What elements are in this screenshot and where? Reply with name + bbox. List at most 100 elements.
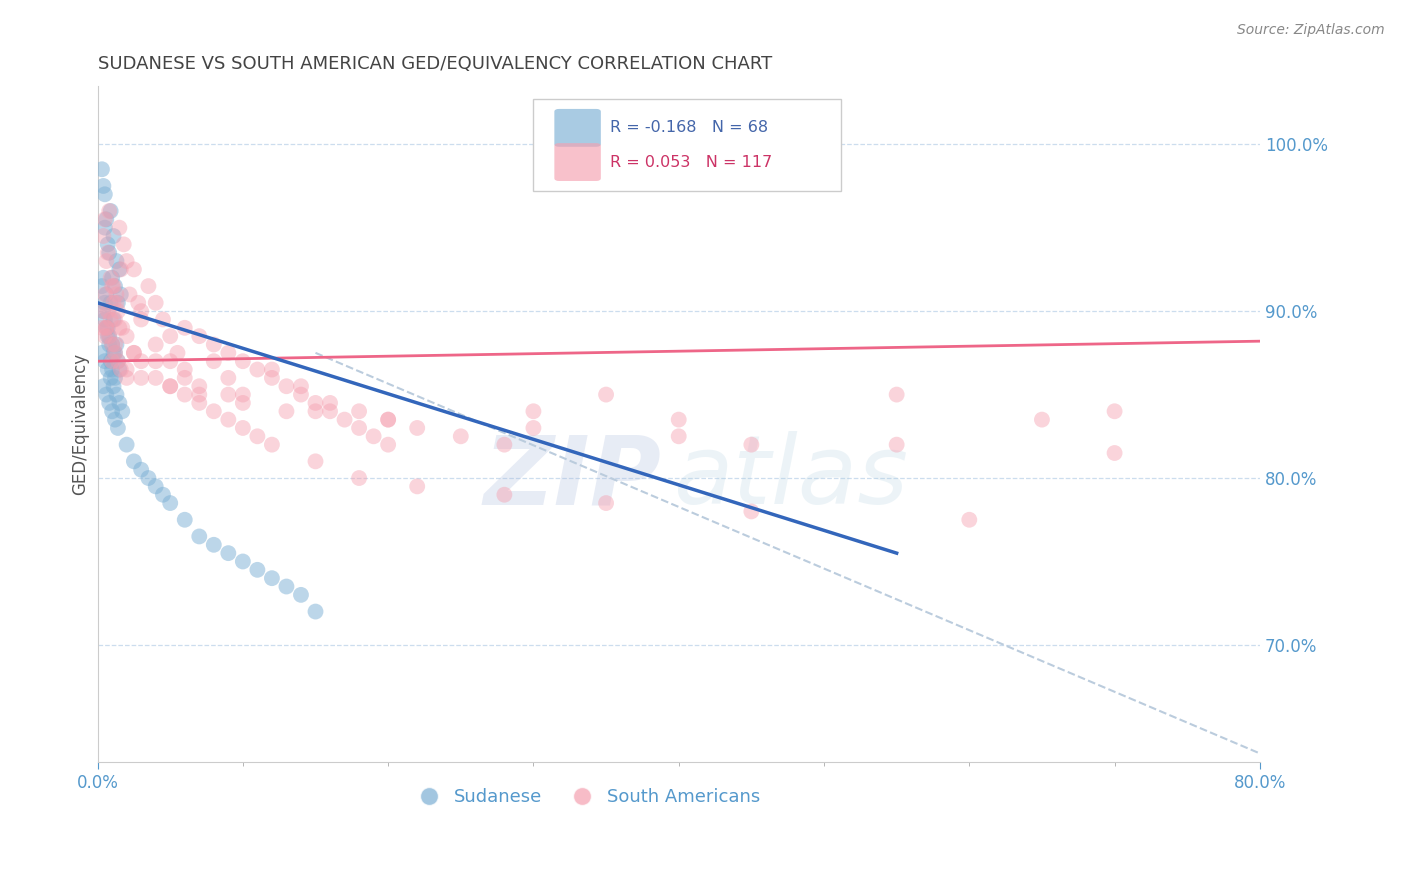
Point (1104, 446, 1126, 460)
Point (105, 295, 128, 310)
FancyBboxPatch shape (554, 143, 600, 181)
Point (90, 162, 112, 177)
Point (118, 287, 141, 301)
Point (595, 387, 617, 401)
Point (406, 479, 429, 493)
Point (93, 229, 115, 244)
Point (450, 429, 472, 443)
Point (304, 404, 326, 418)
Point (110, 262, 132, 277)
Point (94, 295, 117, 310)
Point (232, 387, 254, 401)
Point (122, 346, 145, 360)
Point (98, 329, 121, 343)
Point (97, 321, 120, 335)
Point (129, 312, 152, 326)
Text: SUDANESE VS SOUTH AMERICAN GED/EQUIVALENCY CORRELATION CHART: SUDANESE VS SOUTH AMERICAN GED/EQUIVALEN… (97, 55, 772, 73)
Point (217, 387, 239, 401)
Point (333, 412, 356, 426)
Point (94, 329, 117, 343)
Point (304, 605, 326, 619)
Point (145, 295, 167, 310)
Point (159, 379, 181, 393)
Point (93, 270, 115, 285)
Point (94, 212, 117, 227)
Point (188, 387, 211, 401)
Point (115, 329, 138, 343)
Point (111, 321, 134, 335)
Point (232, 354, 254, 368)
Point (97, 237, 120, 252)
Point (97, 245, 120, 260)
Point (129, 304, 152, 318)
Point (98, 337, 121, 351)
Point (188, 396, 211, 410)
Point (173, 387, 195, 401)
Point (246, 362, 269, 376)
Point (494, 437, 516, 451)
Text: ZIP: ZIP (484, 432, 661, 524)
Point (98, 245, 121, 260)
Point (97, 362, 120, 376)
Point (101, 337, 124, 351)
Point (104, 412, 127, 426)
Y-axis label: GED/Equivalency: GED/Equivalency (72, 352, 89, 495)
Legend: Sudanese, South Americans: Sudanese, South Americans (404, 781, 768, 814)
Point (90, 346, 112, 360)
Point (108, 362, 131, 376)
Point (217, 412, 239, 426)
Point (319, 396, 342, 410)
Point (111, 404, 134, 418)
Point (290, 588, 312, 602)
Point (98, 396, 121, 410)
Point (105, 287, 128, 301)
Point (260, 437, 283, 451)
Point (107, 354, 129, 368)
Text: atlas: atlas (673, 432, 908, 524)
Text: R = -0.168   N = 68: R = -0.168 N = 68 (610, 120, 768, 136)
Point (96, 254, 118, 268)
Point (173, 513, 195, 527)
Point (108, 321, 131, 335)
Point (104, 337, 127, 351)
Point (94, 354, 117, 368)
Point (138, 279, 160, 293)
Point (522, 404, 544, 418)
Point (522, 421, 544, 435)
Point (173, 321, 195, 335)
Point (406, 421, 429, 435)
Point (107, 421, 129, 435)
Point (104, 279, 127, 293)
Point (276, 379, 298, 393)
Point (377, 437, 399, 451)
Point (104, 371, 127, 385)
Point (108, 396, 131, 410)
Point (668, 429, 690, 443)
Point (100, 312, 122, 326)
Point (173, 362, 195, 376)
Point (94, 187, 117, 202)
Point (101, 337, 124, 351)
Point (159, 329, 181, 343)
Point (363, 429, 385, 443)
Point (740, 504, 762, 518)
Point (96, 287, 118, 301)
Point (217, 346, 239, 360)
Point (101, 404, 124, 418)
Point (101, 279, 124, 293)
Point (202, 354, 225, 368)
Point (668, 412, 690, 426)
Point (595, 496, 617, 510)
Point (110, 362, 132, 376)
Point (93, 178, 115, 193)
Point (202, 538, 225, 552)
Point (173, 371, 195, 385)
Point (202, 337, 225, 351)
Point (103, 279, 125, 293)
Point (93, 379, 115, 393)
Point (138, 471, 160, 485)
Point (494, 488, 516, 502)
Point (100, 204, 122, 219)
Point (159, 496, 181, 510)
Point (104, 312, 127, 326)
